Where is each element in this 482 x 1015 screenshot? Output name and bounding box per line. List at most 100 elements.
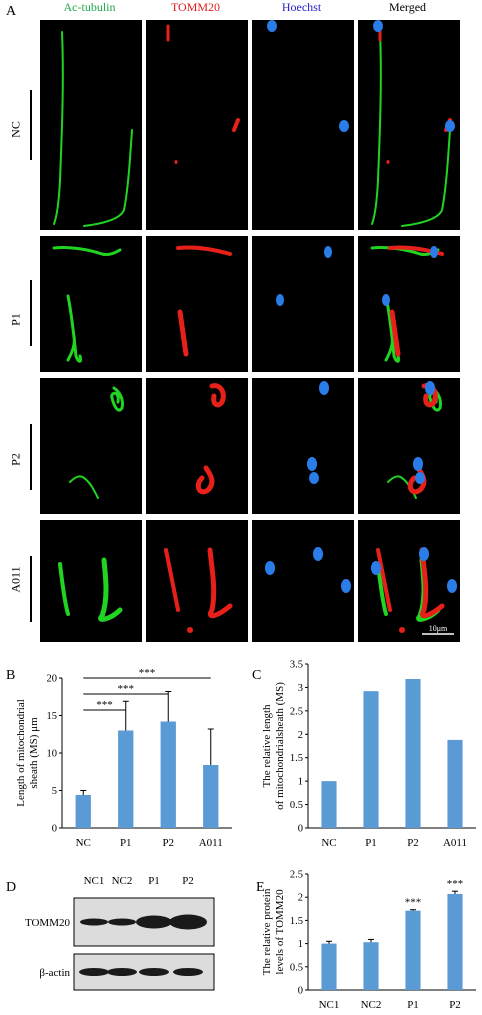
x-tick-label-nc: NC: [76, 837, 91, 849]
y-tick-label: 2: [298, 730, 303, 741]
significance-label: ***: [447, 878, 464, 890]
micrograph-tile-p1-ac-tubulin: [40, 236, 142, 372]
y-tick-label: 5: [52, 786, 57, 797]
x-tick-label-nc: NC: [321, 837, 336, 849]
bar-nc: [75, 795, 91, 828]
micrograph-tile-p1-tomm20: [146, 236, 248, 372]
micrograph-tile-p1-merged: [358, 236, 460, 372]
x-tick-label-a011: A011: [199, 837, 223, 849]
y-axis-label: Length of mitochondrial: [15, 699, 27, 807]
y-tick-label: 0.5: [290, 800, 303, 811]
x-tick-label-nc1: NC1: [319, 999, 340, 1011]
y-tick-label: 2.5: [290, 706, 303, 717]
x-tick-label-p2: P2: [449, 999, 461, 1011]
x-tick-label-nc2: NC2: [361, 999, 382, 1011]
y-axis-label: The relative protein: [261, 888, 273, 975]
micrograph-tile-nc-hoechst: [252, 20, 354, 230]
chart-e: 0 0.5 1 1.5 2 2.5 NC1 NC2 P1 *** P2 *** The relative…: [261, 870, 476, 1011]
blot-svg: NC1 NC2 P1 P2 TOMM20 β-actin: [25, 875, 215, 991]
y-tick-label: 1: [298, 777, 303, 788]
micrograph-tile-p2-tomm20: [146, 378, 248, 514]
lane-label-nc1: NC1: [84, 875, 105, 887]
bar-p1: [118, 730, 134, 828]
y-tick-label: 20: [47, 674, 58, 685]
y-axis-label: sheath (MS) μm: [28, 717, 40, 789]
panel-e-label: E: [256, 880, 265, 895]
row-bar-p2: [30, 424, 32, 490]
micrograph-grid: 10μm: [40, 20, 472, 644]
row-bar-p1: [30, 280, 32, 346]
lane-label-p1: P1: [148, 875, 160, 887]
x-tick-label-p1: P1: [120, 837, 132, 849]
row-label-a011: A011: [8, 566, 23, 593]
y-tick-label: 1: [298, 939, 303, 950]
y-tick-label: 0: [298, 824, 303, 835]
micrograph-tile-nc-merged: [358, 20, 460, 230]
y-axis-label: of mitochondrialsheath (MS): [274, 682, 286, 810]
micrograph-tile-p2-hoechst: [252, 378, 354, 514]
lane-label-nc2: NC2: [112, 875, 133, 887]
micrograph-tile-a011-ac-tubulin: [40, 520, 142, 644]
micrograph-tile-p1-hoechst: [252, 236, 354, 372]
y-axis-label: The relative length: [261, 704, 273, 788]
western-blot: NC1 NC2 P1 P2 TOMM20 β-actin: [0, 860, 240, 1010]
micrograph-tile-a011-tomm20: [146, 520, 248, 644]
bar-nc: [321, 781, 337, 828]
chart-b: 0 5 10 15 20 NC P1 P2 A011 Length of mitochondria…: [15, 667, 232, 849]
scale-bar-label: 10μm: [429, 624, 448, 633]
row-bar-a011: [30, 556, 32, 622]
significance-label: ***: [96, 699, 113, 711]
row-label-p1: P1: [8, 313, 23, 326]
blot-label-tomm20: TOMM20: [25, 917, 71, 929]
micrograph-svg: 10μm: [40, 20, 460, 644]
x-tick-label-p2: P2: [407, 837, 419, 849]
y-tick-label: 2: [298, 893, 303, 904]
panel-a-label: A: [6, 4, 17, 19]
bar-p1: [405, 910, 421, 990]
y-tick-label: 1.5: [290, 753, 303, 764]
y-tick-label: 10: [47, 749, 58, 760]
y-axis-label: levels of TOMM20: [274, 889, 286, 975]
bar-nc1: [321, 943, 337, 990]
row-bar-nc: [30, 90, 32, 160]
column-header-merged: Merged: [388, 0, 427, 14]
lane-label-p2: P2: [182, 875, 194, 887]
row-label-nc: NC: [8, 121, 23, 138]
x-tick-label-p2: P2: [162, 837, 174, 849]
chart-c: 0 0.5 1 1.5 2 2.5 3 3.5 NC P1 P2 A011 The relative l…: [261, 660, 476, 849]
significance-label: ***: [139, 667, 156, 679]
significance-label: ***: [118, 683, 135, 695]
row-label-p2: P2: [8, 453, 23, 466]
y-tick-label: 3: [298, 683, 303, 694]
bar-p2: [447, 893, 463, 990]
y-tick-label: 0: [52, 824, 57, 835]
x-tick-label-p1: P1: [365, 837, 377, 849]
panel-b-label: B: [6, 668, 16, 683]
bar-a011: [447, 739, 463, 828]
micrograph-tile-p2-ac-tubulin: [40, 378, 142, 514]
significance-label: ***: [405, 897, 422, 909]
y-tick-label: 1.5: [290, 916, 303, 927]
x-tick-label-a011: A011: [443, 837, 467, 849]
column-header-ac-tubulin: Ac-tubulin: [63, 0, 116, 14]
bar-nc2: [363, 942, 379, 990]
bar-p2: [405, 678, 421, 828]
bar-p1: [363, 691, 379, 828]
column-header-hoechst: Hoechst: [281, 0, 322, 14]
column-header-tomm20: TOMM20: [170, 0, 221, 14]
micrograph-tile-p2-merged: [358, 378, 460, 514]
panel-c-label: C: [252, 668, 262, 683]
micrograph-tile-nc-tomm20: [146, 20, 248, 230]
bar-p2: [160, 721, 176, 828]
blot-label-beta-actin: β-actin: [39, 967, 70, 979]
micrograph-tile-nc-ac-tubulin: [40, 20, 142, 230]
y-tick-label: 2.5: [290, 870, 303, 881]
micrograph-tile-a011-merged: 10μm: [358, 520, 460, 644]
y-tick-label: 0.5: [290, 962, 303, 973]
x-tick-label-p1: P1: [407, 999, 419, 1011]
y-tick-label: 15: [47, 711, 58, 722]
y-tick-label: 3.5: [290, 660, 303, 671]
micrograph-tile-a011-hoechst: [252, 520, 354, 644]
panel-d-label: D: [6, 880, 17, 895]
bar-a011: [203, 765, 219, 828]
